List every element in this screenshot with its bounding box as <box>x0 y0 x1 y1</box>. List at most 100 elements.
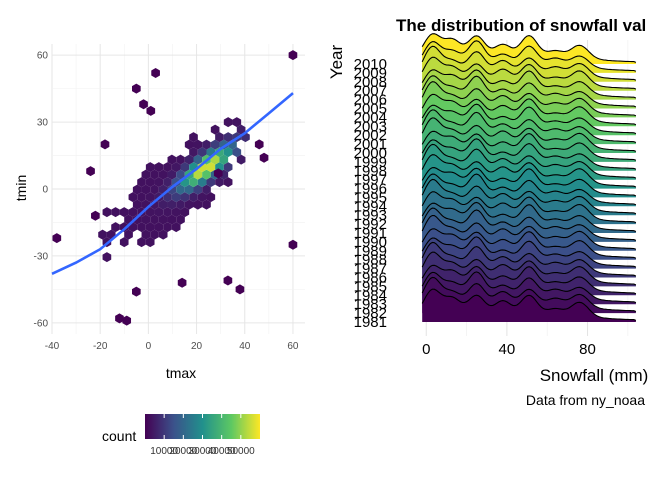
hex-cell <box>145 222 155 233</box>
year-label: 1983 <box>354 296 387 313</box>
hex-cell <box>193 184 203 195</box>
hex-cell <box>223 275 233 286</box>
hex-cell <box>163 192 172 203</box>
hex-cell <box>163 222 172 233</box>
ridge-outline-1982 <box>421 276 637 313</box>
hex-cell <box>202 169 211 180</box>
hex-cell <box>100 139 110 150</box>
hex-cell <box>176 214 185 225</box>
ridge-outline-2009 <box>421 40 637 72</box>
hex-cell <box>52 233 62 244</box>
hex-cell <box>184 199 194 210</box>
x-tick-label: 40 <box>239 341 251 352</box>
year-label: 1981 <box>354 314 387 331</box>
ridgeline-ridges <box>421 33 637 322</box>
hex-cell <box>193 169 203 180</box>
year-label: 1984 <box>354 287 387 304</box>
hex-cell <box>232 147 242 158</box>
hex-cell <box>119 207 129 218</box>
hex-cell <box>193 139 203 150</box>
ridge-outline-1988 <box>421 228 637 259</box>
hex-cell <box>132 83 141 94</box>
hex-cell <box>124 229 133 240</box>
hex-cell <box>137 192 146 203</box>
hex-cell <box>102 252 112 263</box>
hex-cell <box>122 315 132 326</box>
hex-cell <box>171 207 181 218</box>
ridge-outline-1986 <box>421 241 637 277</box>
hex-cell <box>145 192 155 203</box>
hex-cell <box>111 207 120 218</box>
ridge-outline-1983 <box>421 271 637 304</box>
hex-cell <box>115 313 124 324</box>
ridge-outline-2008 <box>421 45 637 81</box>
hex-cell <box>288 50 298 61</box>
ridge-outline-1996 <box>421 154 637 188</box>
hex-cell <box>197 147 207 158</box>
ridge-outline-1984 <box>421 264 637 295</box>
ridge-outline-2006 <box>421 69 637 99</box>
year-label: 1986 <box>354 270 387 287</box>
year-label: 1997 <box>354 172 387 189</box>
year-label: 1998 <box>354 163 387 180</box>
ridgeline-x-tick-labels: 0 40 80 <box>422 341 596 358</box>
hex-cell <box>202 199 211 210</box>
hex-cell <box>202 184 211 195</box>
hex-cell <box>223 162 233 173</box>
x-tick-label: 80 <box>579 341 596 358</box>
ridge-outline-1981 <box>421 288 637 321</box>
hex-cell <box>177 277 187 288</box>
year-label: 1994 <box>354 198 387 215</box>
x-tick-label: 60 <box>287 341 299 352</box>
year-label: 2005 <box>354 100 387 117</box>
hex-cell <box>145 162 155 173</box>
hex-cell <box>145 237 155 248</box>
hex-cell <box>111 222 120 233</box>
year-label: 2000 <box>354 145 387 162</box>
hex-cell <box>189 177 198 188</box>
hex-cell <box>288 239 298 250</box>
hex-cell <box>171 222 181 233</box>
hex-cell <box>167 154 177 165</box>
year-label: 1988 <box>354 252 387 269</box>
hex-cell <box>86 166 95 177</box>
hex-cell <box>91 210 100 221</box>
hex-cell <box>232 117 242 128</box>
hex-cell <box>180 162 190 173</box>
hex-cell <box>141 214 151 225</box>
hex-cell <box>223 117 233 128</box>
hex-cell <box>137 177 146 188</box>
ridge-outline-2000 <box>421 117 637 152</box>
ridgeline-year-labels: 2010200920082007200620052004200320022001… <box>354 56 387 331</box>
y-tick-label: 60 <box>37 51 49 62</box>
hex-cell <box>154 222 164 233</box>
x-tick-label: -40 <box>45 341 60 352</box>
hex-cell <box>150 229 159 240</box>
hex-cell <box>151 68 160 78</box>
hex-cell <box>119 237 129 248</box>
year-label: 2003 <box>354 118 387 135</box>
ridge-outline-1995 <box>421 167 637 197</box>
ridge-outline-1987 <box>421 236 637 268</box>
hex-cell <box>236 154 246 165</box>
hex-cell <box>184 184 194 195</box>
hex-cell <box>150 184 159 195</box>
hex-cell <box>176 199 185 210</box>
year-label: 1996 <box>354 181 387 198</box>
hex-cell <box>197 177 207 188</box>
hex-cell <box>158 199 168 210</box>
year-label: 1987 <box>354 261 387 278</box>
hex-cell <box>189 132 198 143</box>
ridge-outline-1999 <box>421 130 637 161</box>
hex-cell <box>206 177 216 188</box>
hex-cell <box>150 169 159 180</box>
hex-cell <box>254 139 264 150</box>
hex-cell <box>189 147 198 158</box>
ridge-outline-1992 <box>421 191 637 224</box>
hex-cell <box>215 132 224 143</box>
hex-cell <box>259 152 269 163</box>
hex-cell <box>158 214 168 225</box>
hex-cell <box>141 229 151 240</box>
